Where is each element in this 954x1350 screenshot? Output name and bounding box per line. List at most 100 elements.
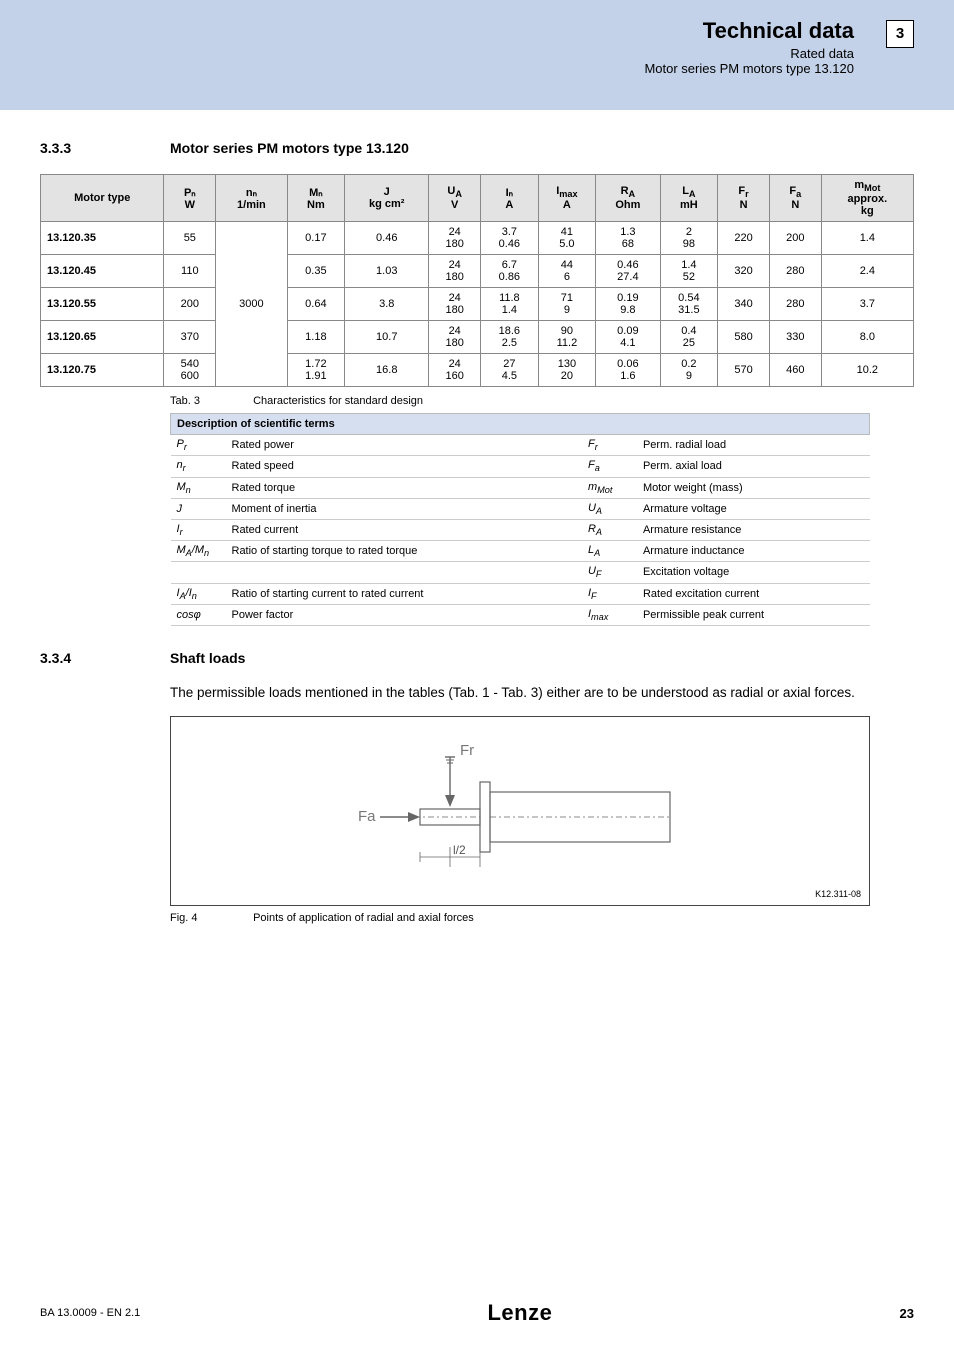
col-header: ImaxA — [538, 175, 596, 222]
cell: 540600 — [164, 354, 216, 387]
terms-row: nrRated speedFaPerm. axial load — [171, 456, 870, 477]
section-num-334: 3.3.4 — [40, 650, 120, 666]
terms-cell: Armature inductance — [637, 541, 870, 562]
section-334-heading: 3.3.4 Shaft loads — [40, 650, 914, 666]
terms-cell: J — [171, 498, 226, 519]
cell: 280 — [769, 288, 821, 321]
cell: 1.452 — [660, 255, 718, 288]
terms-row: cosφPower factorImaxPermissible peak cur… — [171, 604, 870, 625]
terms-cell: MA/Mn — [171, 541, 226, 562]
cell: 13.120.75 — [41, 354, 164, 387]
col-header: nₙ1/min — [216, 175, 287, 222]
col-header: LAmH — [660, 175, 718, 222]
section-title-334: Shaft loads — [170, 650, 245, 666]
terms-cell: Rated current — [226, 519, 582, 540]
cell: 0.425 — [660, 321, 718, 354]
cell: 18.62.5 — [481, 321, 539, 354]
col-header: PₙW — [164, 175, 216, 222]
cell: 13.120.35 — [41, 222, 164, 255]
terms-cell: mMot — [582, 477, 637, 498]
section-num: 3.3.3 — [40, 140, 120, 156]
terms-cell: LA — [582, 541, 637, 562]
fig4-text: Points of application of radial and axia… — [253, 912, 474, 924]
tab3-num: Tab. 3 — [170, 395, 250, 407]
col-header: RAOhm — [596, 175, 660, 222]
col-header: Jkg cm² — [345, 175, 429, 222]
terms-cell: Moment of inertia — [226, 498, 582, 519]
cell: 298 — [660, 222, 718, 255]
terms-row: MnRated torquemMotMotor weight (mass) — [171, 477, 870, 498]
cell: 55 — [164, 222, 216, 255]
cell: 460 — [769, 354, 821, 387]
cell: 220 — [718, 222, 770, 255]
terms-cell: Ratio of starting current to rated curre… — [226, 583, 582, 604]
terms-cell: Mn — [171, 477, 226, 498]
cell: 13.120.55 — [41, 288, 164, 321]
terms-cell: UF — [582, 562, 637, 583]
cell: 340 — [718, 288, 770, 321]
cell: 0.5431.5 — [660, 288, 718, 321]
cell: 570 — [718, 354, 770, 387]
footer-page: 23 — [900, 1306, 914, 1321]
header-text: Technical data Rated data Motor series P… — [644, 18, 854, 76]
motor-data-table: Motor typePₙWnₙ1/minMₙNmJkg cm²UAVIₙAIma… — [40, 174, 914, 387]
header-sub2: Motor series PM motors type 13.120 — [644, 61, 854, 76]
cell: 1.368 — [596, 222, 660, 255]
cell: 330 — [769, 321, 821, 354]
col-header: Motor type — [41, 175, 164, 222]
cell: 0.061.6 — [596, 354, 660, 387]
tab3-text: Characteristics for standard design — [253, 395, 423, 407]
terms-cell: Motor weight (mass) — [637, 477, 870, 498]
table-row: 13.120.653701.1810.72418018.62.59011.20.… — [41, 321, 914, 354]
section-title: Motor series PM motors type 13.120 — [170, 140, 409, 156]
footer-left: BA 13.0009 - EN 2.1 — [40, 1307, 140, 1319]
col-header: UAV — [429, 175, 481, 222]
cell: 24180 — [429, 288, 481, 321]
cell: 13.120.65 — [41, 321, 164, 354]
cell: 13.120.45 — [41, 255, 164, 288]
terms-row: IA/InRatio of starting current to rated … — [171, 583, 870, 604]
cell: 280 — [769, 255, 821, 288]
cell: 370 — [164, 321, 216, 354]
cell: 415.0 — [538, 222, 596, 255]
terms-cell: Rated power — [226, 435, 582, 456]
terms-cell: Permissible peak current — [637, 604, 870, 625]
cell: 1.721.91 — [287, 354, 345, 387]
table-row: 13.120.75540600 1.721.9116.824160274.5130… — [41, 354, 914, 387]
col-header: FaN — [769, 175, 821, 222]
cell: 24180 — [429, 222, 481, 255]
terms-cell: Armature resistance — [637, 519, 870, 540]
cell: 3.8 — [345, 288, 429, 321]
cell: 16.8 — [345, 354, 429, 387]
cell: 0.64 — [287, 288, 345, 321]
terms-cell: Fr — [582, 435, 637, 456]
terms-cell: Ir — [171, 519, 226, 540]
l2-label: l/2 — [453, 843, 466, 857]
terms-cell: Excitation voltage — [637, 562, 870, 583]
cell: 274.5 — [481, 354, 539, 387]
terms-cell: Imax — [582, 604, 637, 625]
figure-4-box: Fr Fa l/2 K12.311-08 — [170, 716, 870, 906]
terms-cell: Rated speed — [226, 456, 582, 477]
cell: 24160 — [429, 354, 481, 387]
terms-table: Description of scientific terms PrRated … — [170, 413, 870, 626]
col-header: mMotapprox.kg — [821, 175, 913, 222]
cell: 446 — [538, 255, 596, 288]
header-band: Technical data Rated data Motor series P… — [0, 0, 954, 110]
chapter-box: 3 — [886, 20, 914, 48]
cell: 6.70.86 — [481, 255, 539, 288]
terms-row: MA/MnRatio of starting torque to rated t… — [171, 541, 870, 562]
cell: 24180 — [429, 321, 481, 354]
shaft-loads-text: The permissible loads mentioned in the t… — [170, 684, 910, 702]
shaft-diagram: Fr Fa l/2 — [340, 737, 700, 887]
cell: 1.4 — [821, 222, 913, 255]
terms-cell: Ratio of starting torque to rated torque — [226, 541, 582, 562]
terms-cell: Armature voltage — [637, 498, 870, 519]
cell: 0.094.1 — [596, 321, 660, 354]
cell: 0.199.8 — [596, 288, 660, 321]
terms-cell: RA — [582, 519, 637, 540]
figure-code: K12.311-08 — [815, 889, 861, 899]
cell: 13020 — [538, 354, 596, 387]
header-title: Technical data — [644, 18, 854, 44]
terms-cell: Perm. axial load — [637, 456, 870, 477]
